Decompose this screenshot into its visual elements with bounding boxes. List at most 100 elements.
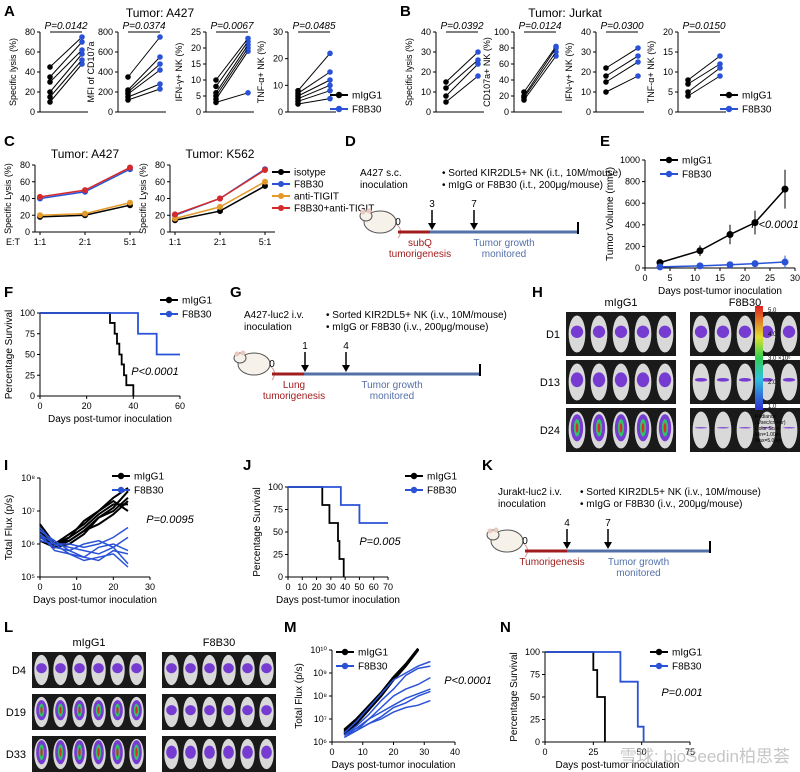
F-y-tick-label: 50 bbox=[25, 350, 35, 360]
A-plots-plot1-pair-line bbox=[49, 63, 83, 103]
H-signal-spot bbox=[760, 377, 774, 382]
F-survival-curve bbox=[40, 312, 135, 396]
L-signal-spot bbox=[204, 663, 215, 674]
B-plots-plot2-y-tick-label: 60 bbox=[499, 59, 509, 69]
M-x-tick-label: 0 bbox=[329, 747, 334, 757]
M-legend-marker bbox=[341, 648, 349, 656]
M-xlabel: Days post-tumor inoculation bbox=[332, 760, 456, 771]
A-plots-plot1-point-mIgG1 bbox=[47, 89, 53, 95]
A-plots-plot3-pair-line bbox=[215, 38, 249, 81]
A-plots-plot2-point-mIgG1 bbox=[125, 74, 131, 80]
C-legend-label: isotype bbox=[294, 168, 326, 179]
A-plots-plot3-ylabel: IFN-γ+ NK (%) bbox=[174, 43, 184, 102]
B-plots-plot4-point-F8B30 bbox=[717, 61, 723, 67]
B-plots-plot3-point-F8B30 bbox=[635, 45, 641, 51]
A-plots-plot1-point-F8B30 bbox=[79, 39, 85, 45]
E-data-point bbox=[726, 231, 734, 239]
K-inoculation-label: inoculation bbox=[498, 499, 546, 510]
C-legend-marker bbox=[278, 169, 284, 175]
J-y-tick-label: 100 bbox=[268, 482, 283, 492]
L-signal-spot bbox=[78, 706, 81, 714]
mouse-ear bbox=[366, 208, 372, 214]
panel-b: B Tumor: Jurkat 0 10 20 30 40 Specific lysis … bbox=[400, 3, 772, 117]
I-ylabel: Total Flux (p/s) bbox=[4, 495, 15, 561]
H-mouse-silhouette bbox=[692, 411, 710, 449]
panel-l: L mIgG1 F8B30 D4 D19 D33 bbox=[4, 619, 276, 772]
C-plot1-y-tick-label: 0 bbox=[25, 227, 30, 237]
J-x-tick-label: 60 bbox=[369, 582, 379, 592]
F-y-tick-label: 0 bbox=[30, 391, 35, 401]
M-x-tick-label: 10 bbox=[358, 747, 368, 757]
panel-g: G A427-luc2 i.v.inoculation • Sorted KIR2… bbox=[230, 284, 507, 402]
panel-letter-d: D bbox=[345, 133, 356, 150]
C-plot2-ylabel: Specific Lysis (%) bbox=[138, 163, 148, 234]
N-x-tick-label: 25 bbox=[588, 747, 598, 757]
A-plots-plot4-ylabel: TNF-α+ NK (%) bbox=[256, 41, 266, 103]
D-phase1-label: subQ bbox=[408, 238, 432, 249]
L-group-label: F8B30 bbox=[203, 637, 235, 649]
A-plots-plot2-y-tick-label: 200 bbox=[98, 87, 113, 97]
A-plots-plot2-y-tick-label: 0 bbox=[108, 107, 113, 117]
C-plot1-et-label: E:T bbox=[6, 237, 21, 247]
L-signal-spot bbox=[40, 747, 43, 757]
A-plots-plot2-y-tick-label: 400 bbox=[98, 67, 113, 77]
B-plots-plot4-point-F8B30 bbox=[717, 53, 723, 59]
A-plots-plot3-pair-line bbox=[215, 44, 249, 94]
E-y-tick-label: 800 bbox=[625, 177, 640, 187]
K-inoculation-label: Jurakt-luc2 i.v. bbox=[498, 487, 562, 498]
panel-i: I 10⁵ 10⁶ 10⁷ 10⁸ 0 10 20 30 Total Flux (p/s) Day… bbox=[4, 457, 195, 606]
H-scale-unit: ×10⁶ bbox=[778, 355, 791, 362]
B-plots-plot3-pair-line bbox=[605, 75, 639, 93]
L-signal-spot bbox=[97, 747, 100, 757]
H-signal-spot bbox=[575, 422, 579, 433]
B-plots-plot1-point-mIgG1 bbox=[443, 93, 449, 99]
A-plots-plot1-point-mIgG1 bbox=[47, 94, 53, 100]
M-y-tick-label: 10⁹ bbox=[313, 668, 327, 678]
A-plots-plot3-pair-line bbox=[215, 92, 249, 103]
B-plots-plot1-y-tick-label: 0 bbox=[426, 107, 431, 117]
C-plot1-y-tick-label: 80 bbox=[20, 160, 30, 170]
D-day-label: 7 bbox=[471, 199, 477, 210]
H-signal-spot bbox=[716, 427, 730, 429]
F-pvalue: P<0.0001 bbox=[131, 366, 178, 378]
B-plots-plot1-point-mIgG1 bbox=[443, 85, 449, 91]
L-signal-spot bbox=[185, 663, 196, 674]
D-treatment-bullet: • mIgG or F8B30 (i.t., 200μg/mouse) bbox=[442, 180, 603, 191]
A-plots-plot4-point-F8B30 bbox=[327, 50, 333, 57]
H-row-label: D13 bbox=[540, 377, 560, 389]
A-plots-plot4-pair-line bbox=[297, 98, 331, 105]
C-legend-marker bbox=[278, 193, 284, 199]
L-image-strip bbox=[162, 694, 276, 730]
I-xlabel: Days post-tumor inoculation bbox=[33, 595, 157, 606]
A-plots-plot1-point-F8B30 bbox=[79, 57, 85, 63]
M-x-tick-label: 20 bbox=[388, 747, 398, 757]
B-plots-plot1-point-F8B30 bbox=[475, 57, 481, 63]
B-plots-plot4-y-tick-label: 5 bbox=[668, 87, 673, 97]
A-plots-plot1-point-mIgG1 bbox=[47, 99, 53, 105]
I-legend-label: mIgG1 bbox=[134, 472, 164, 483]
F-xlabel: Days post-tumor inoculation bbox=[48, 414, 172, 425]
A-plots-plot3-y-tick-label: 5 bbox=[196, 91, 201, 101]
L-signal-spot bbox=[166, 705, 177, 716]
L-image-strip bbox=[32, 652, 146, 688]
A-plots-plot3-y-tick-label: 25 bbox=[191, 27, 201, 37]
K-phase2-label: Tumor growth bbox=[608, 557, 669, 568]
N-x-tick-label: 0 bbox=[542, 747, 547, 757]
E-y-tick-label: 0 bbox=[635, 263, 640, 273]
B-plots-legend-marker bbox=[725, 91, 733, 99]
B-plots-plot3-y-tick-label: 10 bbox=[581, 87, 591, 97]
A-plots-legend-label: F8B30 bbox=[352, 105, 382, 116]
L-row-label: D19 bbox=[6, 707, 26, 719]
B-plots-plot4-pair-line bbox=[687, 75, 721, 97]
A-plots-plot4-y-tick-label: 20 bbox=[273, 54, 283, 64]
J-x-tick-label: 10 bbox=[297, 582, 307, 592]
mouse-ear bbox=[487, 528, 493, 534]
J-legend-label: F8B30 bbox=[427, 486, 457, 497]
C-plot1-y-tick-label: 40 bbox=[20, 194, 30, 204]
C-plot2-series-point bbox=[262, 178, 268, 185]
H-scale-tick: 5.0 bbox=[768, 308, 777, 314]
H-signal-spot bbox=[694, 427, 708, 429]
J-y-tick-label: 50 bbox=[273, 527, 283, 537]
M-legend-label: mIgG1 bbox=[358, 648, 388, 659]
I-pvalue: P=0.0095 bbox=[146, 514, 194, 526]
